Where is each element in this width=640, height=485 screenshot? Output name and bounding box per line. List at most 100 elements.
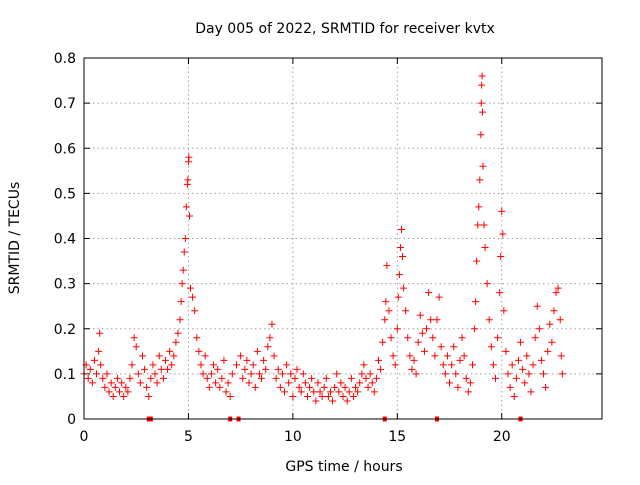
x-tick-label: 15 [388, 429, 406, 445]
data-point [226, 392, 234, 400]
data-point [287, 370, 295, 378]
tick-layer: 0 0.1 0.2 0.3 0.4 0.5 0.6 0.7 0.8 0 5 10 15 20 [54, 51, 602, 445]
data-point [159, 374, 167, 382]
data-point [329, 397, 337, 405]
data-point [312, 397, 320, 405]
data-point [97, 361, 105, 369]
data-point [134, 370, 142, 378]
data-point [195, 347, 203, 355]
data-point [508, 361, 516, 369]
data-point [514, 356, 522, 364]
data-point [120, 392, 128, 400]
data-point [93, 370, 101, 378]
data-point [166, 347, 174, 355]
data-point [454, 383, 462, 391]
data-point [155, 352, 163, 360]
data-point [147, 374, 155, 382]
plot-frame [83, 57, 603, 420]
data-point [462, 374, 470, 382]
data-point [347, 374, 355, 382]
data-point [397, 225, 405, 233]
data-point [483, 280, 491, 288]
data-point [218, 374, 226, 382]
data-point [251, 383, 259, 391]
data-point [402, 307, 410, 315]
data-point [476, 176, 484, 184]
data-point [478, 81, 486, 89]
data-point [491, 374, 499, 382]
data-point [481, 244, 489, 252]
data-point [111, 383, 119, 391]
data-point [521, 379, 529, 387]
data-point [418, 329, 426, 337]
data-point [385, 307, 393, 315]
data-point [370, 388, 378, 396]
data-point [544, 347, 552, 355]
data-point [448, 361, 456, 369]
data-point [394, 293, 402, 301]
x-tick-label: 10 [284, 429, 302, 445]
data-point [523, 352, 531, 360]
data-point [149, 361, 157, 369]
data-point [466, 379, 474, 387]
data-point [360, 361, 368, 369]
data-point [354, 388, 362, 396]
data-point [138, 352, 146, 360]
data-point [377, 365, 385, 373]
data-point [122, 383, 130, 391]
data-point [320, 383, 328, 391]
data-point [364, 383, 372, 391]
data-point [241, 365, 249, 373]
data-point [506, 383, 514, 391]
data-point [475, 203, 483, 211]
data-point [126, 374, 134, 382]
data-point [276, 383, 284, 391]
data-point [458, 334, 466, 342]
data-point [450, 343, 458, 351]
data-point [189, 293, 197, 301]
data-point [387, 334, 395, 342]
data-point [132, 343, 140, 351]
data-point [212, 379, 220, 387]
data-point [433, 316, 441, 324]
data-point [546, 320, 554, 328]
data-point [224, 379, 232, 387]
data-point [272, 374, 280, 382]
data-point [554, 284, 562, 292]
data-point [178, 280, 186, 288]
data-point [471, 325, 479, 333]
data-point [326, 388, 334, 396]
data-point [437, 343, 445, 351]
data-point [556, 316, 564, 324]
data-point [395, 271, 403, 279]
data-point [412, 370, 420, 378]
x-tick-label: 20 [493, 429, 511, 445]
data-point [291, 374, 299, 382]
data-point [185, 153, 193, 161]
data-point [172, 338, 180, 346]
data-point [517, 338, 525, 346]
data-point [527, 388, 535, 396]
data-point [306, 383, 314, 391]
data-point [341, 383, 349, 391]
data-point [339, 392, 347, 400]
data-point [128, 361, 136, 369]
data-point [542, 383, 550, 391]
data-point [220, 356, 228, 364]
data-point [289, 392, 297, 400]
data-point [258, 374, 266, 382]
data-point [375, 356, 383, 364]
data-point [214, 365, 222, 373]
data-point [168, 361, 176, 369]
data-point [552, 289, 560, 297]
data-point [105, 388, 113, 396]
data-point [420, 347, 428, 355]
data-point [502, 347, 510, 355]
data-point [90, 356, 98, 364]
data-point [274, 365, 282, 373]
data-point [356, 379, 364, 387]
data-point [446, 379, 454, 387]
data-point [343, 397, 351, 405]
data-point [496, 289, 504, 297]
grid-layer [84, 58, 602, 419]
